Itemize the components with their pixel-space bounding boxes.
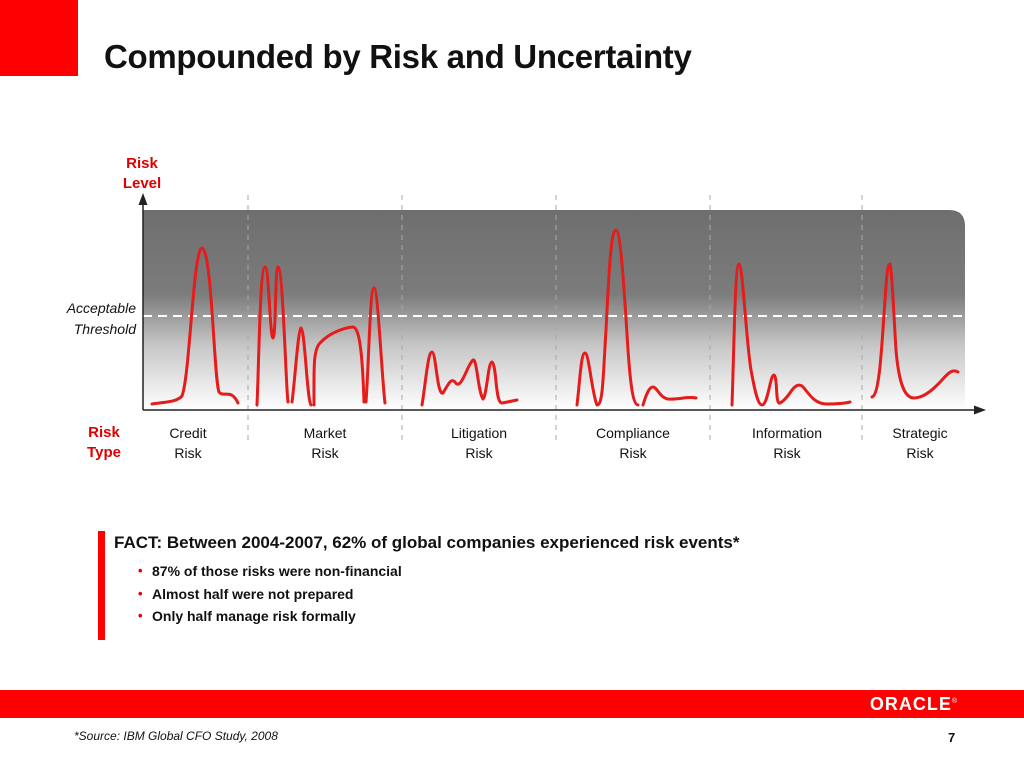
fact-bullet-text: Only half manage risk formally xyxy=(152,608,356,624)
litigation-risk-curve xyxy=(420,350,519,407)
market-risk-curve-2 xyxy=(290,326,313,407)
oracle-logo: ORACLE® xyxy=(870,694,958,715)
bullet-dot-icon: • xyxy=(138,563,143,578)
risk-zone-background xyxy=(143,210,965,410)
corner-accent-block xyxy=(0,0,78,76)
fact-bullet-text: 87% of those risks were non-financial xyxy=(152,563,402,579)
risk-type-label-litigation: Litigation Risk xyxy=(450,425,508,461)
risk-type-label-information: Information Risk xyxy=(751,425,823,461)
y-axis-label: Risk Level xyxy=(122,155,162,192)
fact-bullet: • 87% of those risks were non-financial xyxy=(138,560,402,583)
x-axis-arrow xyxy=(974,405,986,415)
fact-bullet-text: Almost half were not prepared xyxy=(152,585,354,602)
compliance-risk-curve-1 xyxy=(575,228,640,407)
slide-title: Compounded by Risk and Uncertainty xyxy=(104,38,692,75)
market-risk-curve-3 xyxy=(312,325,366,407)
fact-bullet-list: • 87% of those risks were non-financial •… xyxy=(138,560,402,628)
risk-type-label-credit: Credit Risk xyxy=(169,425,207,461)
risk-type-label-compliance: Compliance Risk xyxy=(596,425,670,461)
column-dividers xyxy=(247,195,863,440)
fact-bullet: • Only half manage risk formally xyxy=(138,605,402,628)
bullet-dot-icon: • xyxy=(138,608,143,623)
market-risk-curve-4 xyxy=(364,286,387,405)
y-axis-arrow xyxy=(138,193,148,205)
oracle-logo-text: ORACLE xyxy=(869,694,952,714)
page-number: 7 xyxy=(948,730,956,745)
fact-headline: FACT: Between 2004-2007, 62% of global c… xyxy=(114,533,740,552)
risk-curves xyxy=(150,228,960,407)
compliance-risk-curve-2 xyxy=(641,385,698,407)
footer-band xyxy=(0,690,1024,718)
strategic-risk-curve xyxy=(870,262,960,400)
risk-diagram xyxy=(138,193,986,440)
fact-bullet: • Almost half were not prepared xyxy=(138,583,402,606)
source-note: *Source: IBM Global CFO Study, 2008 xyxy=(74,729,278,743)
risk-type-label-strategic: Strategic Risk xyxy=(892,425,948,461)
registered-mark-icon: ® xyxy=(951,698,958,705)
credit-risk-curve xyxy=(150,246,240,406)
threshold-label: Acceptable Threshold xyxy=(66,300,136,337)
x-axis-label: Risk Type xyxy=(87,424,121,461)
risk-type-label-market: Market Risk xyxy=(303,425,347,461)
market-risk-curve-1 xyxy=(255,265,290,407)
fact-accent-bar xyxy=(98,531,105,640)
information-risk-curve xyxy=(730,262,852,407)
bullet-dot-icon: • xyxy=(138,585,143,601)
